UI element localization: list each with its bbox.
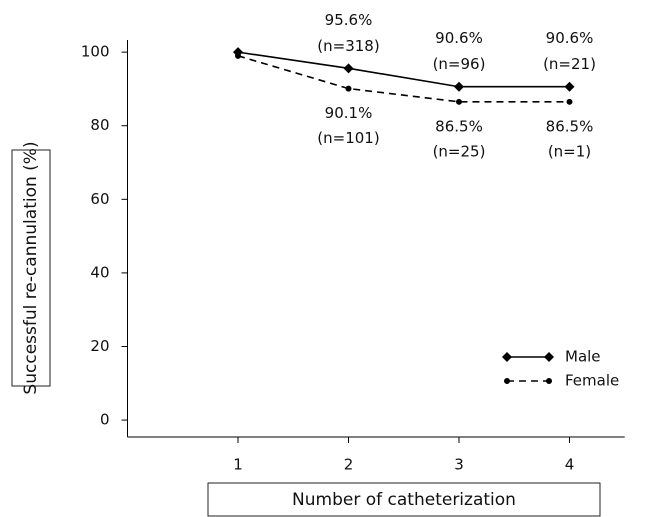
series-line <box>237 55 570 103</box>
marker-circle <box>456 98 462 105</box>
value-label: 86.5% <box>435 117 483 135</box>
y-tick-label: 20 <box>90 337 109 355</box>
n-label: (n=25) <box>433 142 486 160</box>
value-label: 95.6% <box>325 11 373 29</box>
value-label: 90.6% <box>435 29 483 47</box>
legend-marker <box>546 378 552 384</box>
marker-diamond <box>564 81 575 92</box>
y-tick-label: 60 <box>90 190 109 208</box>
marker-circle <box>345 85 352 92</box>
x-label-box <box>207 482 601 517</box>
y-tick-label: 0 <box>100 411 110 429</box>
y-tick-label: 80 <box>90 116 109 134</box>
y-tick-label: 100 <box>81 43 110 61</box>
y-label-box <box>11 149 51 387</box>
legend-label: Female <box>565 372 619 390</box>
y-tick-label: 40 <box>90 263 109 281</box>
x-axis-label: Number of catheterization <box>292 490 516 510</box>
n-label: (n=1) <box>548 142 591 160</box>
value-label: 90.6% <box>546 29 594 47</box>
n-label: (n=318) <box>317 37 379 55</box>
x-tick-label: 3 <box>454 456 464 474</box>
series-line <box>237 51 570 88</box>
value-label: 86.5% <box>546 117 594 135</box>
legend-marker <box>544 352 554 362</box>
y-axis-label: Successful re-cannulation (%) <box>21 141 41 394</box>
marker-diamond <box>454 81 464 92</box>
x-tick-label: 4 <box>565 456 575 474</box>
x-tick-label: 2 <box>344 456 354 474</box>
n-label: (n=21) <box>543 55 596 73</box>
marker-circle <box>566 98 573 105</box>
n-label: (n=96) <box>433 55 486 73</box>
marker-circle <box>235 52 241 59</box>
x-tick-label: 1 <box>233 456 243 474</box>
value-label: 90.1% <box>325 104 373 122</box>
legend-label: Male <box>565 348 601 366</box>
legend-marker <box>502 352 512 362</box>
legend-marker <box>504 378 510 384</box>
marker-diamond <box>343 63 354 74</box>
n-label: (n=101) <box>317 129 379 147</box>
